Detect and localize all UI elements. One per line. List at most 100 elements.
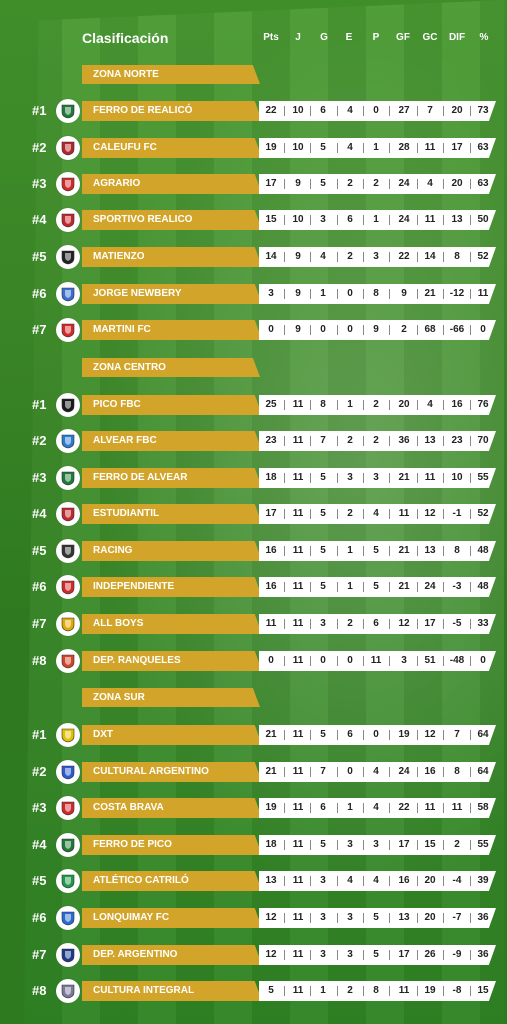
team-name[interactable]: DEP. RANQUELES	[82, 651, 262, 671]
column-divider	[337, 509, 338, 519]
column-divider	[417, 400, 418, 410]
team-name[interactable]: PICO FBC	[82, 395, 262, 415]
col-gc: GC	[422, 32, 438, 43]
table-row[interactable]: #5 MATIENZO 14 9 4 2 3 22 14 8 52	[0, 245, 507, 269]
table-row[interactable]: #6 JORGE NEWBERY 3 9 1 0 8 9 21 -12 11	[0, 282, 507, 306]
team-name[interactable]: FERRO DE ALVEAR	[82, 468, 262, 488]
column-divider	[389, 289, 390, 299]
stat-dif: -4	[452, 875, 462, 886]
table-row[interactable]: #7 MARTINI FC 0 9 0 0 9 2 68 -66 0	[0, 318, 507, 342]
team-rank: #4	[32, 837, 47, 852]
table-row[interactable]: #1 PICO FBC 25 11 8 1 2 20 4 16 76	[0, 393, 507, 417]
table-row[interactable]: #3 AGRARIO 17 9 5 2 2 24 4 20 63	[0, 172, 507, 196]
stat-p: 4	[373, 875, 379, 886]
table-row[interactable]: #2 CULTURAL ARGENTINO 21 11 7 0 4 24 16 8 64	[0, 760, 507, 784]
stat-gf: 13	[398, 912, 410, 923]
column-divider	[417, 840, 418, 850]
stat-j: 11	[292, 399, 304, 410]
column-divider	[417, 986, 418, 996]
table-row[interactable]: #1 DXT 21 11 5 6 0 19 12 7 64	[0, 723, 507, 747]
stat-g: 4	[320, 251, 326, 262]
table-row[interactable]: #8 DEP. RANQUELES 0 11 0 0 11 3 51 -48 0	[0, 649, 507, 673]
column-divider	[363, 252, 364, 262]
stat-pts: 17	[265, 178, 277, 189]
table-row[interactable]: #2 CALEUFU FC 19 10 5 4 1 28 11 17 63	[0, 136, 507, 160]
team-name[interactable]: MARTINI FC	[82, 320, 262, 340]
team-name[interactable]: MATIENZO	[82, 247, 262, 267]
stat-pts: 0	[268, 655, 274, 666]
stat-dif: 8	[454, 766, 460, 777]
table-row[interactable]: #7 DEP. ARGENTINO 12 11 3 3 5 17 26 -9 36	[0, 943, 507, 967]
table-row[interactable]: #1 FERRO DE REALICÓ 22 10 6 4 0 27 7 20 73	[0, 99, 507, 123]
team-rank: #3	[32, 470, 47, 485]
stat-p: 5	[373, 912, 379, 923]
column-divider	[470, 656, 471, 666]
team-name[interactable]: SPORTIVO REALICO	[82, 210, 262, 230]
table-row[interactable]: #2 ALVEAR FBC 23 11 7 2 2 36 13 23 70	[0, 429, 507, 453]
table-row[interactable]: #4 SPORTIVO REALICO 15 10 3 6 1 24 11 13 50	[0, 208, 507, 232]
table-row[interactable]: #5 ATLÉTICO CATRILÓ 13 11 3 4 4 16 20 -4 39	[0, 869, 507, 893]
table-row[interactable]: #7 ALL BOYS 11 11 3 2 6 12 17 -5 33	[0, 612, 507, 636]
column-divider	[284, 986, 285, 996]
stat-pts: 15	[265, 214, 277, 225]
team-stats: 18 11 5 3 3 21 11 10 55	[259, 468, 496, 488]
team-stats: 21 11 5 6 0 19 12 7 64	[259, 725, 496, 745]
table-row[interactable]: #6 LONQUIMAY FC 12 11 3 3 5 13 20 -7 36	[0, 906, 507, 930]
team-name[interactable]: ALVEAR FBC	[82, 431, 262, 451]
team-name[interactable]: CALEUFU FC	[82, 138, 262, 158]
table-row[interactable]: #4 FERRO DE PICO 18 11 5 3 3 17 15 2 55	[0, 833, 507, 857]
column-divider	[363, 730, 364, 740]
team-name[interactable]: DEP. ARGENTINO	[82, 945, 262, 965]
stat-gf: 21	[398, 545, 410, 556]
column-divider	[310, 252, 311, 262]
stat-p: 2	[373, 399, 379, 410]
stat-e: 1	[347, 399, 353, 410]
column-divider	[470, 950, 471, 960]
stat-e: 1	[347, 581, 353, 592]
table-row[interactable]: #3 COSTA BRAVA 19 11 6 1 4 22 11 11 58	[0, 796, 507, 820]
stat-j: 11	[292, 802, 304, 813]
team-name[interactable]: ALL BOYS	[82, 614, 262, 634]
team-name[interactable]: ESTUDIANTIL	[82, 504, 262, 524]
team-stats: 15 10 3 6 1 24 11 13 50	[259, 210, 496, 230]
column-divider	[337, 289, 338, 299]
stat-dif: 11	[451, 802, 463, 813]
stat-gf: 22	[398, 802, 410, 813]
team-name[interactable]: ATLÉTICO CATRILÓ	[82, 871, 262, 891]
column-divider	[470, 803, 471, 813]
stat-g: 1	[320, 288, 326, 299]
stat-gf: 17	[398, 839, 410, 850]
table-row[interactable]: #4 ESTUDIANTIL 17 11 5 2 4 11 12 -1 52	[0, 502, 507, 526]
team-name[interactable]: CULTURA INTEGRAL	[82, 981, 262, 1001]
independiente-crest-icon	[61, 580, 75, 595]
stat-g: 5	[320, 729, 326, 740]
team-name[interactable]: INDEPENDIENTE	[82, 577, 262, 597]
team-name[interactable]: DXT	[82, 725, 262, 745]
column-divider	[417, 876, 418, 886]
team-name[interactable]: JORGE NEWBERY	[82, 284, 262, 304]
team-name[interactable]: COSTA BRAVA	[82, 798, 262, 818]
table-row[interactable]: #5 RACING 16 11 5 1 5 21 13 8 48	[0, 539, 507, 563]
team-name[interactable]: CULTURAL ARGENTINO	[82, 762, 262, 782]
stat-g: 3	[320, 214, 326, 225]
column-divider	[443, 400, 444, 410]
stat-p: 9	[373, 324, 379, 335]
team-name[interactable]: AGRARIO	[82, 174, 262, 194]
team-rank: #6	[32, 286, 47, 301]
column-divider	[363, 473, 364, 483]
table-row[interactable]: #8 CULTURA INTEGRAL 5 11 1 2 8 11 19 -8 15	[0, 979, 507, 1003]
stat-p: 5	[373, 949, 379, 960]
stat-pts: 13	[265, 875, 277, 886]
team-name[interactable]: LONQUIMAY FC	[82, 908, 262, 928]
team-name[interactable]: RACING	[82, 541, 262, 561]
team-name[interactable]: FERRO DE PICO	[82, 835, 262, 855]
column-divider	[417, 215, 418, 225]
table-row[interactable]: #3 FERRO DE ALVEAR 18 11 5 3 3 21 11 10 55	[0, 466, 507, 490]
team-name[interactable]: FERRO DE REALICÓ	[82, 101, 262, 121]
column-divider	[417, 252, 418, 262]
column-divider	[284, 913, 285, 923]
column-divider	[310, 950, 311, 960]
stat-gc: 13	[424, 435, 436, 446]
table-row[interactable]: #6 INDEPENDIENTE 16 11 5 1 5 21 24 -3 48	[0, 575, 507, 599]
column-divider	[443, 840, 444, 850]
